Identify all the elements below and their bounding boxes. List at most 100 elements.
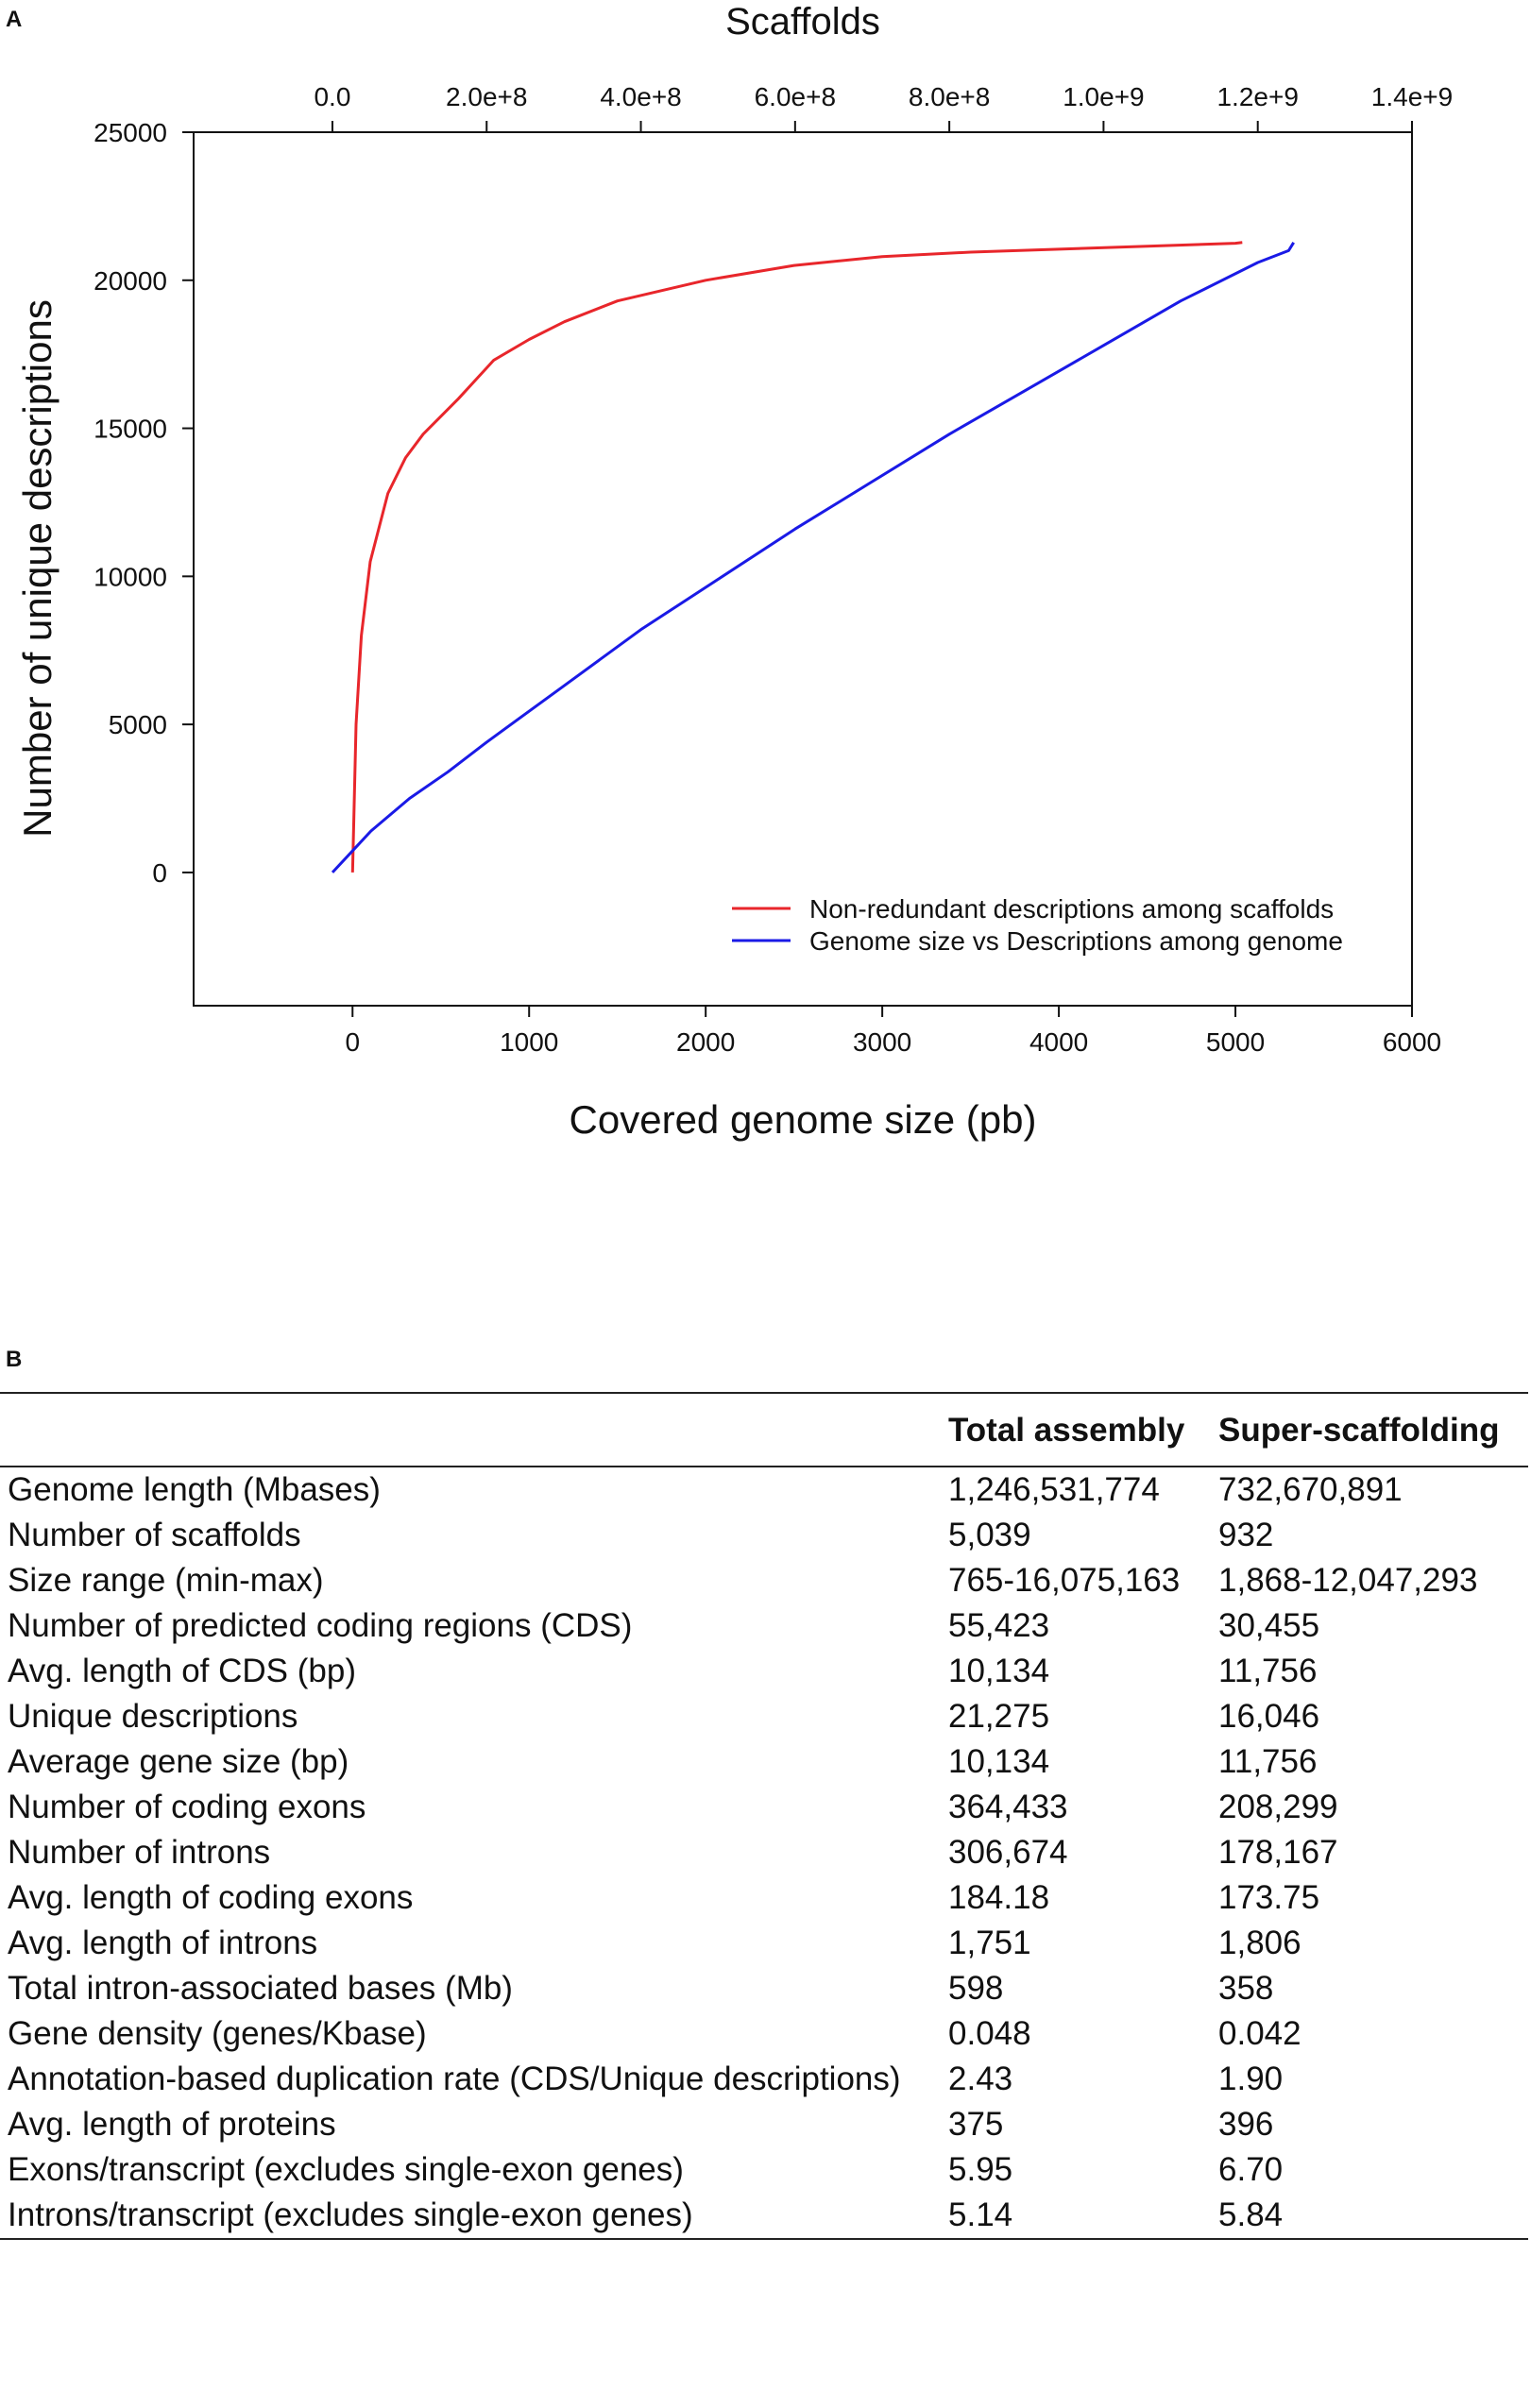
series-layer <box>331 241 1295 873</box>
total-assembly-cell: 21,275 <box>948 1698 1050 1735</box>
y-axis-label: Number of unique descriptions <box>15 299 60 838</box>
super-scaffolding-cell: 16,046 <box>1218 1698 1320 1735</box>
table-row: Avg. length of coding exons 184.18 173.75 <box>0 1875 1528 1921</box>
row-label-cell: Total intron-associated bases (Mb) <box>8 1970 513 2007</box>
super-scaffolding-cell: 0.042 <box>1218 2015 1301 2052</box>
row-label-cell: Size range (min-max) <box>8 1562 324 1599</box>
table-row: Exons/transcript (excludes single-exon g… <box>0 2147 1528 2193</box>
total-assembly-cell: 2.43 <box>948 2060 1013 2097</box>
table-header-row: Total assembly Super-scaffolding <box>0 1392 1528 1467</box>
total-assembly-cell: 375 <box>948 2106 1004 2143</box>
total-assembly-cell: 5.95 <box>948 2151 1013 2188</box>
row-label-cell: Gene density (genes/Kbase) <box>8 2015 427 2052</box>
table-row: Total intron-associated bases (Mb) 598 358 <box>0 1966 1528 2011</box>
x-tick-label: 1000 <box>500 1027 558 1057</box>
table-row: Number of scaffolds 5,039 932 <box>0 1513 1528 1558</box>
x-tick-label: 0 <box>345 1027 360 1057</box>
x2-tick-label: 1.0e+9 <box>1063 82 1144 111</box>
total-assembly-cell: 306,674 <box>948 1834 1068 1871</box>
row-label-cell: Annotation-based duplication rate (CDS/U… <box>8 2060 901 2097</box>
x-axis-label: Covered genome size (pb) <box>570 1097 1037 1142</box>
header-super-scaffolding: Super-scaffolding <box>1211 1392 1528 1467</box>
total-assembly-cell: 10,134 <box>948 1653 1050 1689</box>
assembly-stats-table: Total assembly Super-scaffolding Genome … <box>0 1392 1528 2240</box>
y-tick-label: 10000 <box>94 562 167 591</box>
total-assembly-cell: 0.048 <box>948 2015 1031 2052</box>
super-scaffolding-cell: 1,868-12,047,293 <box>1218 1562 1478 1599</box>
total-assembly-cell: 5,039 <box>948 1517 1031 1553</box>
x-tick-label: 4000 <box>1029 1027 1088 1057</box>
x-axis-bottom: 0 1000 2000 3000 4000 5000 6000 <box>345 1006 1441 1057</box>
total-assembly-cell: 598 <box>948 1970 1004 2007</box>
x2-tick-label: 2.0e+8 <box>446 82 527 111</box>
total-assembly-cell: 5.14 <box>941 2193 1211 2240</box>
series-line-1 <box>350 241 1243 873</box>
chart-title: Scaffolds <box>725 1 880 42</box>
total-assembly-cell: 1,751 <box>948 1925 1031 1961</box>
legend-entry: Genome size vs Descriptions among genome <box>809 926 1343 956</box>
x-tick-label: 5000 <box>1206 1027 1265 1057</box>
super-scaffolding-cell: 1.90 <box>1218 2060 1284 2097</box>
x-tick-label: 2000 <box>676 1027 735 1057</box>
table-row: Annotation-based duplication rate (CDS/U… <box>0 2057 1528 2102</box>
row-label-cell: Number of scaffolds <box>8 1517 301 1553</box>
total-assembly-cell: 765-16,075,163 <box>948 1562 1181 1599</box>
x2-tick-label: 4.0e+8 <box>600 82 681 111</box>
legend-entry: Non-redundant descriptions among scaffol… <box>809 894 1334 924</box>
x-axis-top: 0.0 2.0e+8 4.0e+8 6.0e+8 8.0e+8 1.0e+9 1.2e+9 1… <box>314 82 1453 132</box>
row-label-cell: Number of introns <box>8 1834 271 1871</box>
legend: Non-redundant descriptions among scaffol… <box>732 894 1343 956</box>
table-row: Introns/transcript (excludes single-exon… <box>0 2193 1528 2240</box>
y-axis: 0 5000 10000 15000 20000 25000 <box>94 118 194 888</box>
super-scaffolding-cell: 732,670,891 <box>1218 1471 1403 1508</box>
table-row: Avg. length of introns 1,751 1,806 <box>0 1921 1528 1966</box>
row-label-cell: Exons/transcript (excludes single-exon g… <box>8 2151 684 2188</box>
x2-tick-label: 8.0e+8 <box>909 82 990 111</box>
x-tick-label: 3000 <box>853 1027 911 1057</box>
x2-tick-label: 1.4e+9 <box>1371 82 1453 111</box>
row-label-cell: Avg. length of introns <box>8 1925 318 1961</box>
super-scaffolding-cell: 932 <box>1218 1517 1274 1553</box>
total-assembly-cell: 10,134 <box>948 1743 1050 1780</box>
y-tick-label: 0 <box>152 858 167 888</box>
y-tick-label: 5000 <box>109 710 167 739</box>
row-label-cell: Introns/transcript (excludes single-exon… <box>0 2193 941 2240</box>
y-tick-label: 20000 <box>94 266 167 296</box>
table-row: Number of introns 306,674 178,167 <box>0 1830 1528 1875</box>
super-scaffolding-cell: 1,806 <box>1218 1925 1301 1961</box>
super-scaffolding-cell: 396 <box>1218 2106 1274 2143</box>
super-scaffolding-cell: 208,299 <box>1218 1789 1338 1825</box>
row-label-cell: Number of coding exons <box>8 1789 366 1825</box>
row-label-cell: Number of predicted coding regions (CDS) <box>8 1607 633 1644</box>
scaffolds-chart: A Scaffolds 0 1000 2000 3000 4000 5000 6000 0.… <box>6 1 1453 1142</box>
plot-frame <box>193 131 1413 1007</box>
total-assembly-cell: 1,246,531,774 <box>948 1471 1160 1508</box>
table-row: Avg. length of proteins 375 396 <box>0 2102 1528 2147</box>
total-assembly-cell: 184.18 <box>948 1879 1050 1916</box>
x2-tick-label: 6.0e+8 <box>755 82 836 111</box>
x2-tick-label: 0.0 <box>314 82 350 111</box>
y-tick-label: 15000 <box>94 415 167 444</box>
super-scaffolding-cell: 5.84 <box>1211 2193 1528 2240</box>
series-line-2 <box>331 242 1295 873</box>
super-scaffolding-cell: 30,455 <box>1218 1607 1320 1644</box>
table-row: Genome length (Mbases) 1,246,531,774 732,6… <box>0 1467 1528 1513</box>
super-scaffolding-cell: 173.75 <box>1218 1879 1320 1916</box>
panel-a-label: A <box>6 7 22 32</box>
total-assembly-cell: 364,433 <box>948 1789 1068 1825</box>
row-label-cell: Avg. length of coding exons <box>8 1879 414 1916</box>
table-row: Avg. length of CDS (bp) 10,134 11,756 <box>0 1649 1528 1694</box>
header-total-assembly: Total assembly <box>941 1392 1211 1467</box>
table-row: Number of predicted coding regions (CDS)… <box>0 1603 1528 1649</box>
total-assembly-cell: 55,423 <box>948 1607 1050 1644</box>
super-scaffolding-cell: 11,756 <box>1218 1743 1318 1780</box>
table-body: Genome length (Mbases) 1,246,531,774 732,6… <box>0 1467 1528 2240</box>
header-empty <box>0 1392 941 1467</box>
x2-tick-label: 1.2e+9 <box>1216 82 1298 111</box>
table-row: Number of coding exons 364,433 208,299 <box>0 1785 1528 1830</box>
table-row: Unique descriptions 21,275 16,046 <box>0 1694 1528 1739</box>
super-scaffolding-cell: 11,756 <box>1218 1653 1318 1689</box>
row-label-cell: Unique descriptions <box>8 1698 298 1735</box>
row-label-cell: Avg. length of proteins <box>8 2106 336 2143</box>
super-scaffolding-cell: 358 <box>1218 1970 1274 2007</box>
